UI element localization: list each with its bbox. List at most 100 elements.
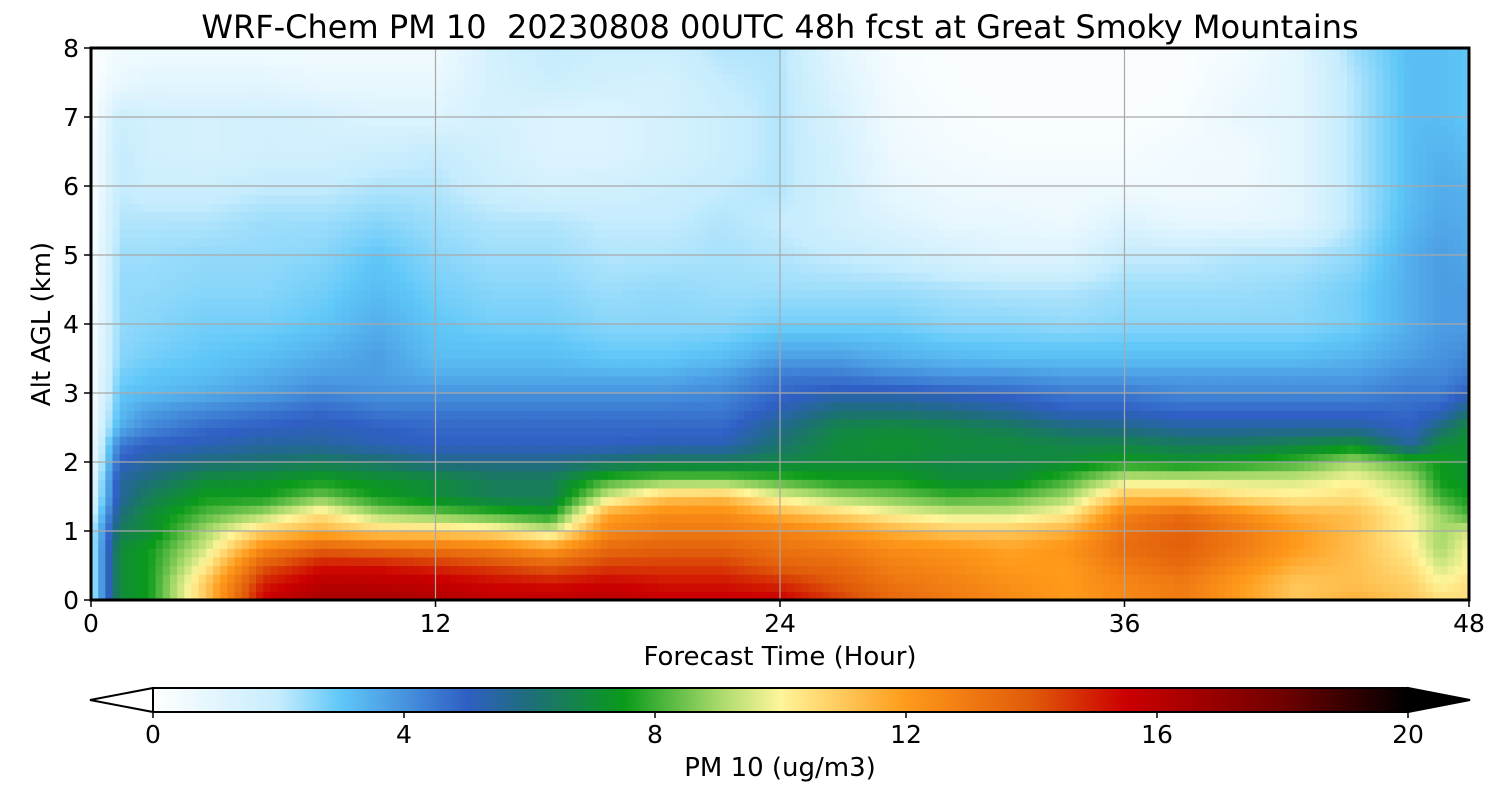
heatmap-cell: [1181, 410, 1190, 420]
heatmap-cell: [457, 556, 465, 567]
heatmap-cell: [363, 539, 372, 549]
heatmap-cell: [1110, 539, 1118, 549]
heatmap-cell: [385, 470, 394, 480]
heatmap-cell: [1081, 522, 1090, 532]
heatmap-cell: [1174, 505, 1183, 515]
heatmap-cell: [571, 574, 580, 584]
heatmap-cell: [1174, 522, 1183, 532]
heatmap-cell: [1160, 470, 1169, 480]
heatmap-cell: [155, 375, 164, 385]
heatmap-cell: [1009, 393, 1018, 403]
heatmap-cell: [1325, 384, 1334, 394]
heatmap-cell: [320, 436, 329, 446]
heatmap-cell: [500, 384, 508, 394]
heatmap-cell: [1339, 427, 1348, 437]
heatmap-cell: [227, 548, 236, 558]
heatmap-cell: [887, 479, 896, 489]
heatmap-cell: [880, 410, 889, 420]
heatmap-cell: [815, 487, 824, 498]
heatmap-cell: [1189, 556, 1197, 567]
heatmap-cell: [780, 375, 788, 385]
heatmap-cell: [1368, 470, 1377, 480]
heatmap-cell: [105, 384, 114, 394]
heatmap-cell: [1339, 556, 1348, 567]
heatmap-cell: [830, 384, 839, 394]
heatmap-cell: [535, 556, 544, 567]
heatmap-cell: [736, 427, 745, 437]
heatmap-cell: [1095, 375, 1104, 385]
heatmap-cell: [169, 453, 178, 463]
heatmap-cell: [557, 548, 566, 558]
heatmap-cell: [1067, 565, 1075, 575]
heatmap-cell: [1390, 453, 1398, 463]
heatmap-cell: [693, 556, 702, 567]
heatmap-cell: [614, 470, 623, 480]
heatmap-cell: [248, 470, 257, 480]
heatmap-cell: [1224, 496, 1233, 506]
heatmap-cell: [227, 496, 236, 506]
heatmap-cell: [765, 505, 774, 515]
heatmap-cell: [787, 574, 795, 584]
heatmap-cell: [564, 513, 573, 523]
heatmap-cell: [1045, 462, 1054, 472]
heatmap-cell: [866, 401, 874, 411]
heatmap-cell: [715, 401, 724, 411]
heatmap-cell: [1181, 496, 1190, 506]
heatmap-cell: [679, 436, 688, 446]
heatmap-cell: [528, 453, 537, 463]
heatmap-cell: [421, 513, 429, 523]
heatmap-cell: [873, 548, 882, 558]
heatmap-cell: [980, 496, 989, 506]
heatmap-cell: [126, 539, 135, 549]
heatmap-cell: [1038, 444, 1047, 454]
heatmap-cell: [873, 522, 882, 532]
heatmap-cell: [858, 418, 867, 429]
heatmap-cell: [485, 487, 494, 498]
heatmap-cell: [148, 556, 157, 567]
heatmap-cell: [320, 470, 329, 480]
heatmap-cell: [1002, 574, 1011, 584]
heatmap-cell: [600, 522, 609, 532]
heatmap-cell: [191, 410, 200, 420]
heatmap-cell: [1303, 548, 1312, 558]
heatmap-cell: [1117, 444, 1126, 454]
heatmap-cell: [593, 582, 602, 592]
heatmap-cell: [1131, 591, 1140, 601]
heatmap-cell: [1124, 384, 1133, 394]
heatmap-cell: [500, 462, 508, 472]
heatmap-cell: [1074, 505, 1083, 515]
heatmap-cell: [392, 565, 401, 575]
heatmap-cell: [1124, 556, 1133, 567]
heatmap-cell: [457, 565, 465, 575]
heatmap-cell: [1375, 384, 1384, 394]
heatmap-cell: [413, 531, 422, 541]
heatmap-cell: [851, 436, 860, 446]
heatmap-cell: [1160, 453, 1169, 463]
heatmap-cell: [787, 556, 795, 567]
heatmap-cell: [1117, 436, 1126, 446]
heatmap-cell: [327, 487, 336, 498]
heatmap-cell: [1074, 548, 1083, 558]
heatmap-cell: [1153, 556, 1161, 567]
heatmap-cell: [643, 375, 652, 385]
heatmap-cell: [1009, 479, 1018, 489]
heatmap-cell: [457, 418, 465, 429]
heatmap-cell: [1289, 556, 1298, 567]
heatmap-cell: [105, 496, 114, 506]
heatmap-cell: [213, 393, 221, 403]
heatmap-cell: [1232, 565, 1240, 575]
heatmap-cell: [177, 531, 185, 541]
heatmap-cell: [1253, 401, 1262, 411]
heatmap-cell: [1260, 574, 1269, 584]
heatmap-cell: [1253, 513, 1262, 523]
heatmap-cell: [1440, 574, 1449, 584]
heatmap-cell: [679, 556, 688, 567]
heatmap-cell: [1303, 574, 1312, 584]
heatmap-cell: [535, 539, 544, 549]
heatmap-cell: [435, 531, 444, 541]
heatmap-cell: [1217, 556, 1226, 567]
heatmap-cell: [1174, 479, 1183, 489]
heatmap-cell: [1224, 401, 1233, 411]
heatmap-cell: [672, 401, 681, 411]
heatmap-cell: [1167, 462, 1176, 472]
